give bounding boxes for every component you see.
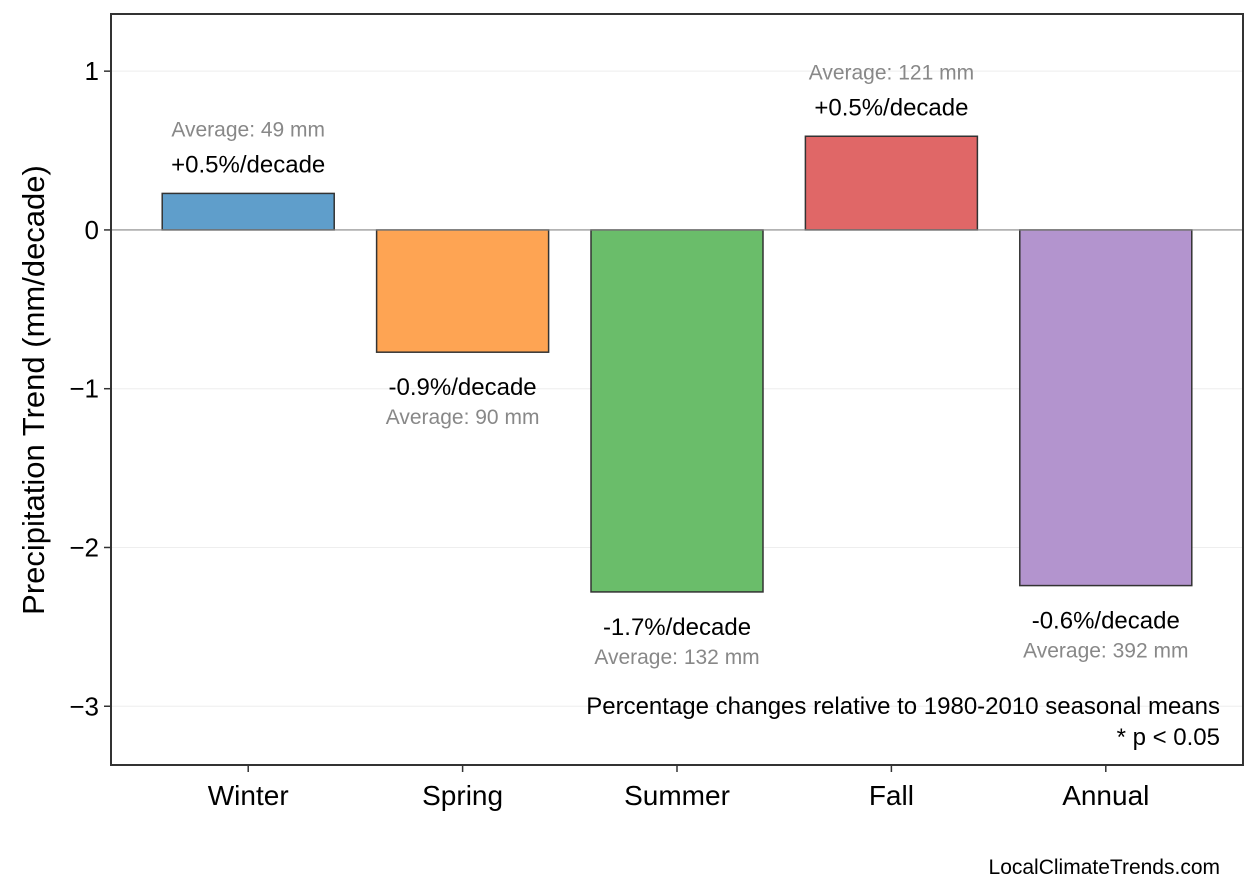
y-tick-label: 0 — [85, 215, 99, 245]
x-tick-label: Fall — [869, 780, 914, 811]
x-tick-label: Summer — [624, 780, 730, 811]
bar-winter — [161, 192, 335, 231]
y-tick-label: −1 — [69, 374, 99, 404]
y-tick-label: −2 — [69, 532, 99, 562]
y-axis-label: Precipitation Trend (mm/decade) — [16, 165, 51, 615]
average-label: Average: 132 mm — [594, 646, 759, 669]
trend-label: +0.5%/decade — [814, 94, 968, 121]
bar-summer — [590, 229, 764, 593]
average-label: Average: 49 mm — [171, 118, 325, 141]
y-tick-label: 1 — [85, 56, 99, 86]
trend-label: -1.7%/decade — [603, 614, 751, 641]
average-label: Average: 392 mm — [1023, 640, 1188, 663]
bar-spring — [375, 229, 550, 353]
trend-label: -0.9%/decade — [389, 374, 537, 401]
x-tick-label: Annual — [1062, 780, 1149, 811]
bar-fall — [804, 135, 979, 231]
x-tick-label: Winter — [208, 780, 289, 811]
annotation-significance: * p < 0.05 — [1117, 724, 1220, 751]
x-tick-label: Spring — [422, 780, 503, 811]
bar-annual — [1019, 229, 1193, 587]
annotation-note: Percentage changes relative to 1980-2010… — [586, 693, 1220, 720]
average-label: Average: 90 mm — [386, 406, 540, 429]
average-label: Average: 121 mm — [809, 61, 974, 84]
credit: LocalClimateTrends.com — [989, 856, 1220, 879]
trend-label: +0.5%/decade — [171, 151, 325, 178]
trend-label: -0.6%/decade — [1032, 608, 1180, 635]
y-tick-label: −3 — [69, 691, 99, 721]
